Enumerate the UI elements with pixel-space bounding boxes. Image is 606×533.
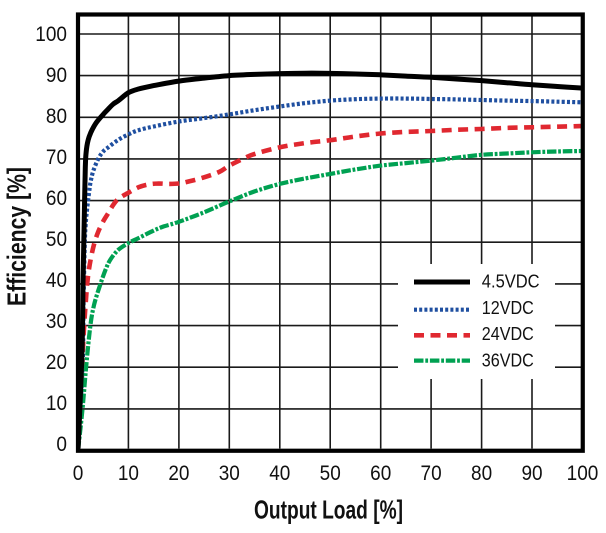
svg-text:Efficiency [%]: Efficiency [%] [2, 167, 32, 306]
svg-text:50: 50 [46, 228, 67, 251]
svg-text:60: 60 [370, 462, 391, 485]
svg-text:36VDC: 36VDC [482, 349, 534, 370]
svg-text:Output Load [%]: Output Load [%] [254, 495, 403, 525]
svg-text:80: 80 [46, 105, 67, 128]
svg-text:30: 30 [219, 462, 240, 485]
svg-text:10: 10 [46, 392, 67, 415]
svg-text:40: 40 [269, 462, 290, 485]
svg-text:90: 90 [521, 462, 542, 485]
svg-text:40: 40 [46, 269, 67, 292]
svg-text:24VDC: 24VDC [482, 323, 534, 344]
svg-text:0: 0 [73, 462, 84, 485]
svg-text:20: 20 [46, 351, 67, 374]
svg-text:70: 70 [46, 146, 67, 169]
svg-text:100: 100 [567, 462, 599, 485]
svg-text:20: 20 [168, 462, 189, 485]
svg-text:4.5VDC: 4.5VDC [482, 271, 540, 292]
svg-text:100: 100 [35, 23, 67, 46]
svg-text:70: 70 [421, 462, 442, 485]
svg-text:80: 80 [471, 462, 492, 485]
svg-text:12VDC: 12VDC [482, 297, 534, 318]
svg-text:50: 50 [320, 462, 341, 485]
svg-text:60: 60 [46, 187, 67, 210]
svg-text:10: 10 [118, 462, 139, 485]
svg-text:0: 0 [56, 433, 67, 456]
svg-text:90: 90 [46, 64, 67, 87]
svg-text:30: 30 [46, 310, 67, 333]
